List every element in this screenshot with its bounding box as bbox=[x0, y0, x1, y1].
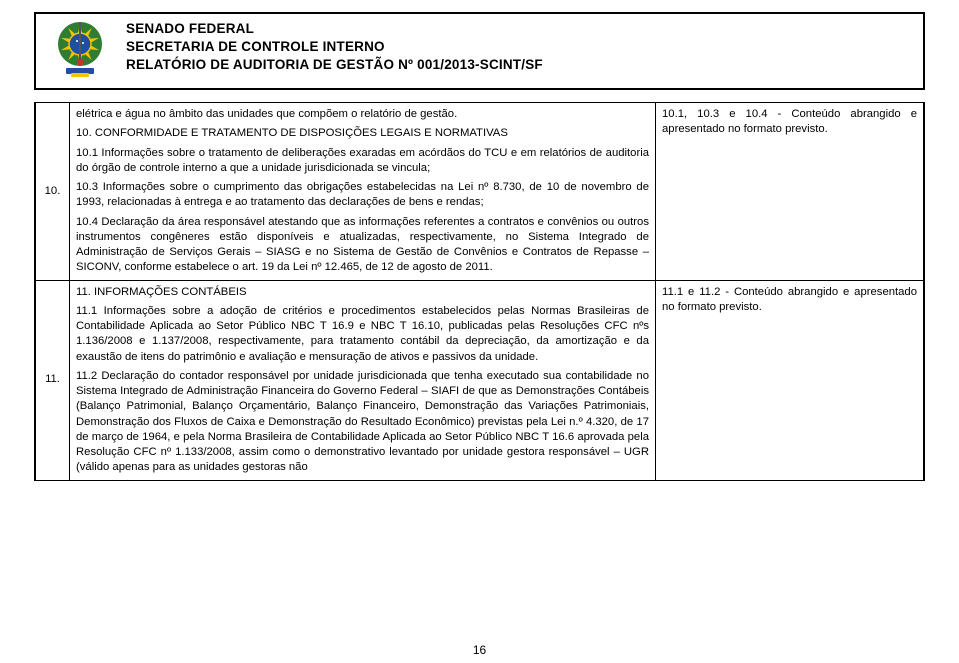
content-paragraph: elétrica e água no âmbito das unidades q… bbox=[76, 107, 649, 122]
document-page: SENADO FEDERAL SECRETARIA DE CONTROLE IN… bbox=[0, 0, 959, 481]
row-status-cell: 11.1 e 11.2 - Conteúdo abrangido e apres… bbox=[656, 280, 924, 480]
brazil-emblem-icon bbox=[46, 20, 114, 78]
content-paragraph: 11. INFORMAÇÕES CONTÁBEIS bbox=[76, 285, 649, 300]
content-paragraph: 11.2 Declaração do contador responsável … bbox=[76, 369, 649, 476]
content-paragraph: 10.1 Informações sobre o tratamento de d… bbox=[76, 146, 649, 177]
header-line-2: SECRETARIA DE CONTROLE INTERNO bbox=[126, 38, 543, 56]
header-title-block: SENADO FEDERAL SECRETARIA DE CONTROLE IN… bbox=[126, 20, 543, 75]
header-line-1: SENADO FEDERAL bbox=[126, 20, 543, 38]
header-line-3: RELATÓRIO DE AUDITORIA DE GESTÃO Nº 001/… bbox=[126, 56, 543, 74]
content-paragraph: 10.3 Informações sobre o cumprimento das… bbox=[76, 180, 649, 211]
row-content-cell: elétrica e água no âmbito das unidades q… bbox=[70, 103, 656, 281]
content-paragraph: 10.4 Declaração da área responsável ates… bbox=[76, 215, 649, 276]
table-row: 11. 11. INFORMAÇÕES CONTÁBEIS 11.1 Informa… bbox=[36, 280, 924, 480]
row-content-cell: 11. INFORMAÇÕES CONTÁBEIS 11.1 Informaçõe… bbox=[70, 280, 656, 480]
row-number-cell: 10. bbox=[36, 103, 70, 281]
table-row: 10. elétrica e água no âmbito das unidade… bbox=[36, 103, 924, 281]
content-table: 10. elétrica e água no âmbito das unidade… bbox=[35, 102, 924, 481]
content-paragraph: 10. CONFORMIDADE E TRATAMENTO DE DISPOSI… bbox=[76, 126, 649, 141]
content-table-wrap: 10. elétrica e água no âmbito das unidade… bbox=[34, 102, 925, 481]
row-number-cell: 11. bbox=[36, 280, 70, 480]
header-box: SENADO FEDERAL SECRETARIA DE CONTROLE IN… bbox=[34, 12, 925, 90]
page-number: 16 bbox=[0, 643, 959, 657]
row-status-cell: 10.1, 10.3 e 10.4 - Conteúdo abrangido e… bbox=[656, 103, 924, 281]
content-paragraph: 11.1 Informações sobre a adoção de crité… bbox=[76, 304, 649, 365]
